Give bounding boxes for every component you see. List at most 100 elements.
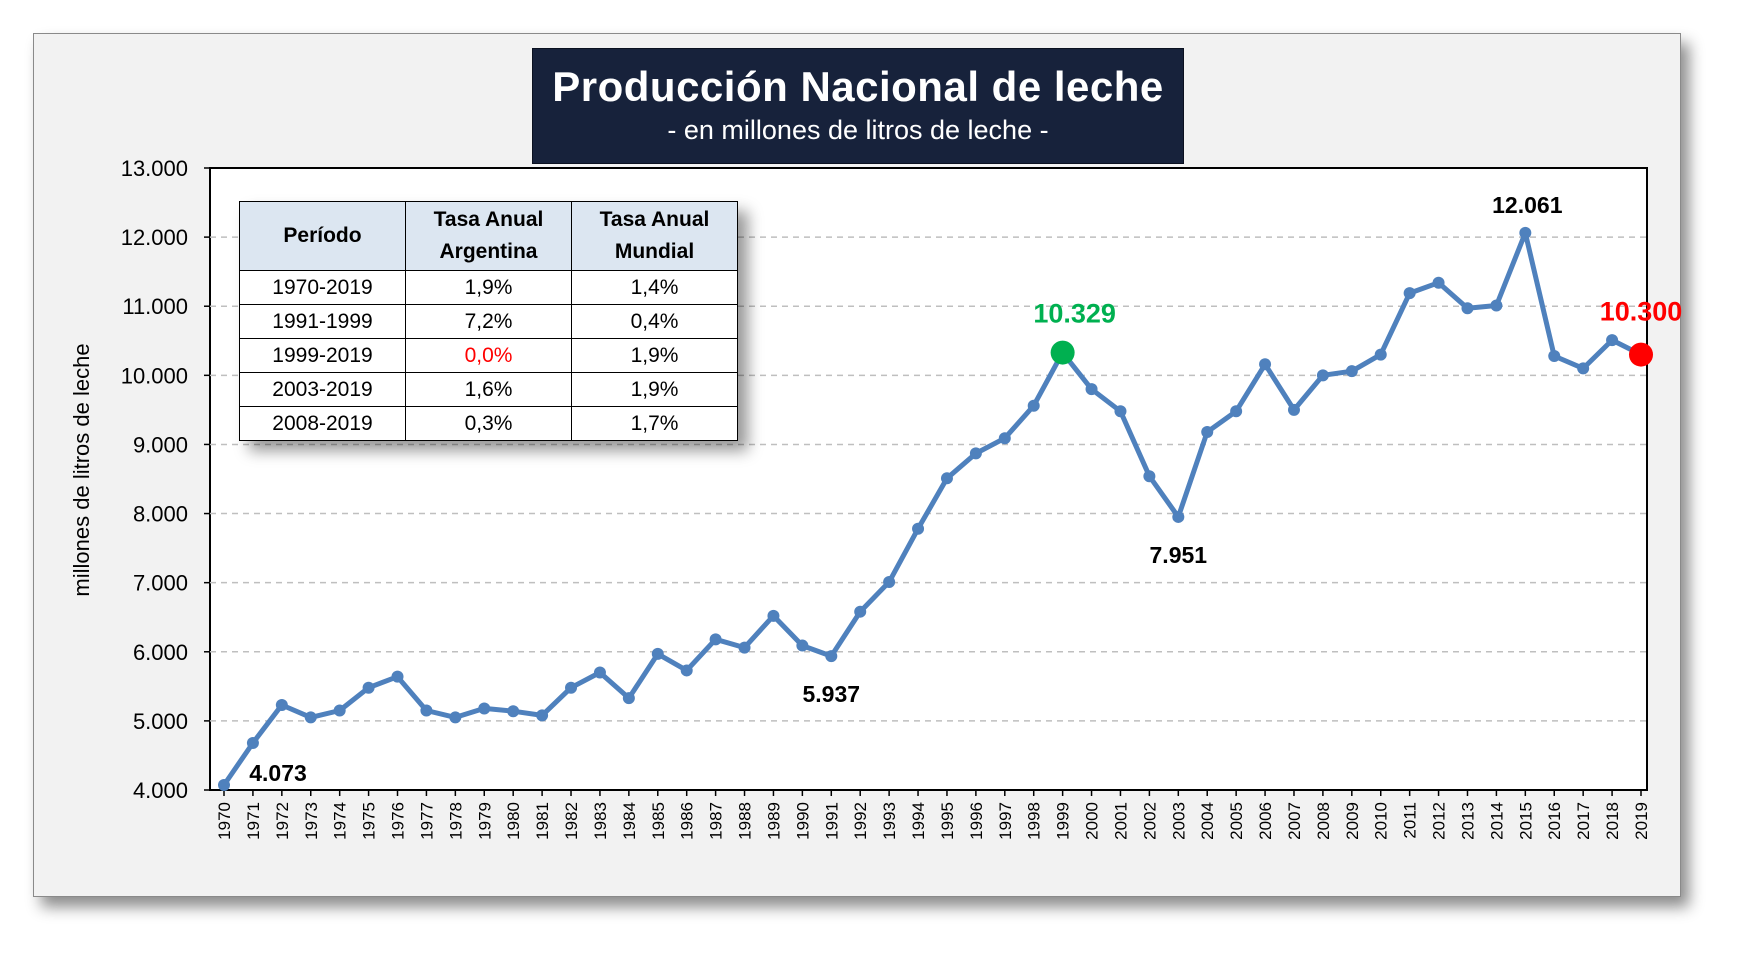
x-tick-label: 1980 — [504, 802, 523, 840]
x-tick-label: 2014 — [1487, 802, 1506, 840]
data-point — [709, 633, 722, 646]
x-tick-label: 1992 — [851, 802, 870, 840]
cell-argentina: 1,9% — [405, 270, 572, 305]
data-point — [854, 605, 867, 618]
x-tick-label: 1996 — [967, 802, 986, 840]
y-tick-label: 6.000 — [133, 640, 188, 665]
cell-mundial: 1,4% — [571, 270, 738, 305]
x-tick-label: 1983 — [591, 802, 610, 840]
x-tick-label: 2003 — [1169, 802, 1188, 840]
data-point — [1519, 226, 1532, 239]
data-point — [651, 647, 664, 660]
data-point — [998, 432, 1011, 445]
table-row: 1999-2019 0,0% 1,9% — [239, 338, 738, 373]
data-point — [333, 704, 346, 717]
data-point — [449, 711, 462, 724]
data-point — [738, 641, 751, 654]
x-tick-label: 1978 — [446, 802, 465, 840]
table-row: 2003-2019 1,6% 1,9% — [239, 372, 738, 407]
y-axis-label: millones de litros de leche — [69, 343, 94, 597]
data-label: 10.329 — [1033, 299, 1116, 329]
x-tick-label: 2010 — [1372, 802, 1391, 840]
x-tick-label: 2002 — [1140, 802, 1159, 840]
x-tick-label: 1993 — [880, 802, 899, 840]
table-header-row: Período Tasa Anual Argentina Tasa Anual Mu… — [239, 201, 738, 271]
header-argentina: Tasa Anual Argentina — [405, 201, 572, 271]
data-point — [1606, 334, 1619, 347]
y-tick-label: 7.000 — [133, 571, 188, 596]
x-tick-label: 1985 — [649, 802, 668, 840]
data-point — [825, 650, 838, 663]
x-tick-label: 1991 — [822, 802, 841, 840]
y-tick-label: 13.000 — [121, 156, 188, 181]
cell-period: 1970-2019 — [239, 270, 406, 305]
x-tick-label: 1970 — [215, 802, 234, 840]
data-point — [680, 664, 693, 677]
cell-argentina: 7,2% — [405, 304, 572, 339]
x-tick-label: 1994 — [909, 802, 928, 840]
data-point — [622, 692, 635, 705]
data-point — [304, 711, 317, 724]
x-tick-label: 2019 — [1632, 802, 1651, 840]
x-tick-label: 1995 — [938, 802, 957, 840]
y-tick-label: 11.000 — [122, 294, 188, 319]
table-row: 2008-2019 0,3% 1,7% — [239, 406, 738, 441]
x-tick-label: 1990 — [793, 802, 812, 840]
data-point — [507, 705, 520, 718]
data-point — [1345, 365, 1358, 378]
x-tick-label: 2001 — [1111, 802, 1130, 840]
data-point — [1316, 369, 1329, 382]
x-tick-label: 1997 — [996, 802, 1015, 840]
data-label: 4.073 — [249, 760, 307, 786]
x-tick-label: 2016 — [1545, 802, 1564, 840]
data-point — [391, 670, 404, 683]
x-tick-label: 1971 — [244, 802, 263, 840]
x-tick-label: 1989 — [764, 802, 783, 840]
x-tick-label: 1976 — [389, 802, 408, 840]
cell-mundial: 1,7% — [571, 406, 738, 441]
x-tick-label: 2000 — [1083, 802, 1102, 840]
title-box: Producción Nacional de leche - en millon… — [532, 48, 1184, 164]
data-point — [883, 575, 896, 588]
cell-mundial: 0,4% — [571, 304, 738, 339]
y-tick-label: 9.000 — [133, 432, 188, 457]
data-point — [1490, 299, 1503, 312]
x-tick-label: 2018 — [1603, 802, 1622, 840]
x-tick-label: 2006 — [1256, 802, 1275, 840]
x-tick-label: 1972 — [273, 802, 292, 840]
data-point — [362, 681, 375, 694]
data-point — [1143, 470, 1156, 483]
data-point — [536, 709, 549, 722]
data-label: 5.937 — [803, 681, 861, 707]
y-tick-label: 12.000 — [121, 225, 188, 250]
x-tick-label: 1988 — [736, 802, 755, 840]
x-tick-label: 1984 — [620, 802, 639, 840]
cell-period: 1999-2019 — [239, 338, 406, 373]
data-point — [767, 609, 780, 622]
data-point — [478, 702, 491, 715]
x-tick-label: 1974 — [331, 802, 350, 840]
x-tick-label: 2009 — [1343, 802, 1362, 840]
data-point — [1548, 349, 1561, 362]
data-point — [1577, 362, 1590, 375]
table-row: 1970-2019 1,9% 1,4% — [239, 270, 738, 305]
cell-mundial: 1,9% — [571, 372, 738, 407]
cell-argentina: 0,3% — [405, 406, 572, 441]
x-tick-label: 1977 — [417, 802, 436, 840]
header-mundial: Tasa Anual Mundial — [571, 201, 738, 271]
data-point — [593, 666, 606, 679]
y-tick-label: 4.000 — [133, 778, 188, 803]
chart-title: Producción Nacional de leche — [552, 63, 1164, 110]
data-label: 7.951 — [1150, 542, 1208, 568]
cell-period: 2008-2019 — [239, 406, 406, 441]
cell-mundial: 1,9% — [571, 338, 738, 373]
data-point — [1461, 302, 1474, 315]
x-tick-label: 2015 — [1516, 802, 1535, 840]
x-tick-label: 1979 — [475, 802, 494, 840]
data-point — [1432, 276, 1445, 289]
data-point — [1403, 287, 1416, 300]
x-tick-label: 2008 — [1314, 802, 1333, 840]
data-point — [1085, 383, 1098, 396]
data-point — [275, 698, 288, 711]
y-tick-label: 8.000 — [133, 502, 188, 527]
